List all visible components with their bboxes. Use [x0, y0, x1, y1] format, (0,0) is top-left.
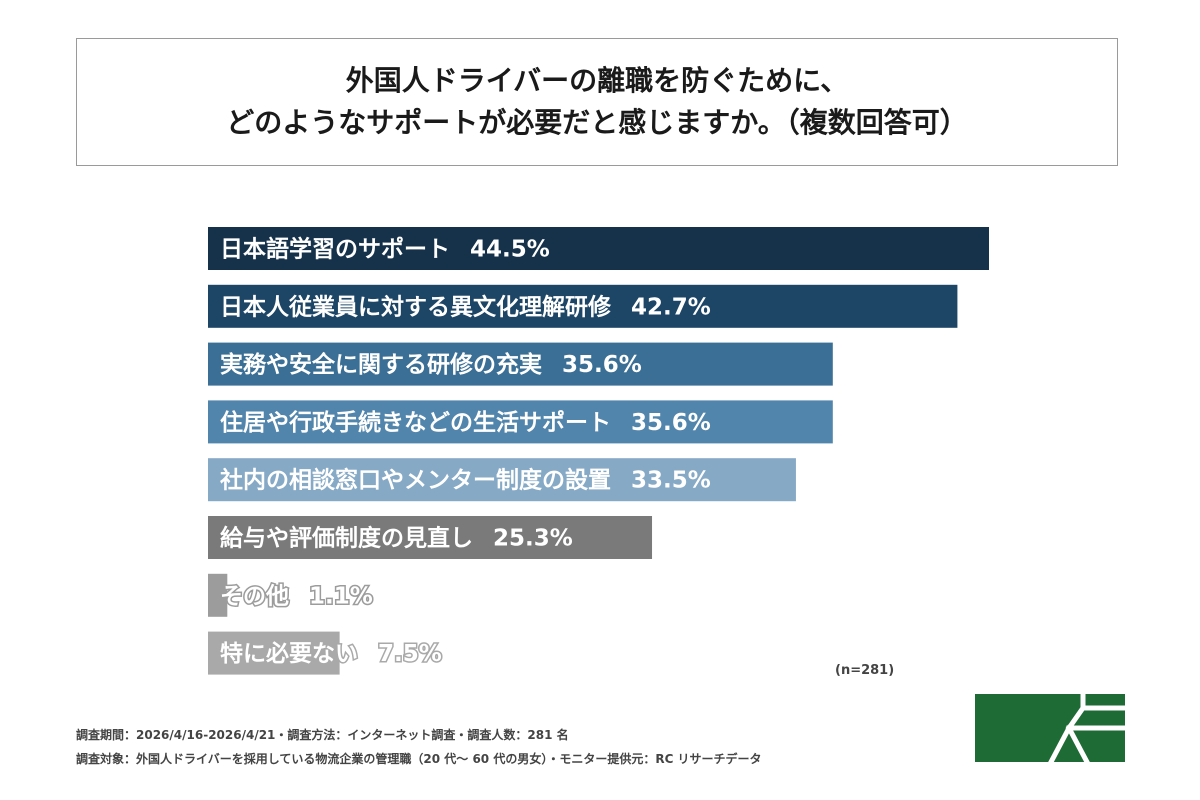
- bar: [208, 631, 340, 675]
- sample-size-label: (n=281): [835, 663, 895, 678]
- bar-label: 実務や安全に関する研修の充実 35.6%: [220, 351, 642, 378]
- bar: [208, 573, 228, 617]
- bar: [208, 516, 653, 559]
- bar: [208, 400, 833, 444]
- bar-label: その他 1.1%: [220, 583, 373, 609]
- bar: [208, 458, 796, 502]
- bar-label: 社内の相談窓口やメンター制度の設置 33.5%: [220, 467, 711, 494]
- bar-label: 住居や行政手続きなどの生活サポート 35.6%: [220, 409, 711, 436]
- survey-footnote-period: 調査期間：2026/4/16-2026/4/21・調査方法：インターネット調査・…: [76, 728, 569, 742]
- chart-title-line1: 外国人ドライバーの離職を防ぐために、: [345, 64, 849, 97]
- bar: [208, 284, 958, 328]
- bar-label: 日本人従業員に対する異文化理解研修 42.7%: [220, 293, 711, 320]
- chart-title-line2: どのようなサポートが必要だと感じますか。（複数回答可）: [226, 106, 968, 139]
- title-box: 外国人ドライバーの離職を防ぐために、 どのようなサポートが必要だと感じますか。（…: [76, 38, 1118, 166]
- bar: [208, 227, 989, 270]
- survey-footnote-target: 調査対象：外国人ドライバーを採用している物流企業の管理職（20 代～ 60 代の…: [76, 752, 762, 766]
- bar-label: 日本語学習のサポート 44.5%: [220, 236, 550, 263]
- green-square-logo-icon: [975, 694, 1125, 762]
- bar-label: 特に必要ない 7.5%: [220, 640, 442, 667]
- bar-label: 給与や評価制度の見直し 25.3%: [220, 525, 573, 552]
- bar: [208, 342, 833, 386]
